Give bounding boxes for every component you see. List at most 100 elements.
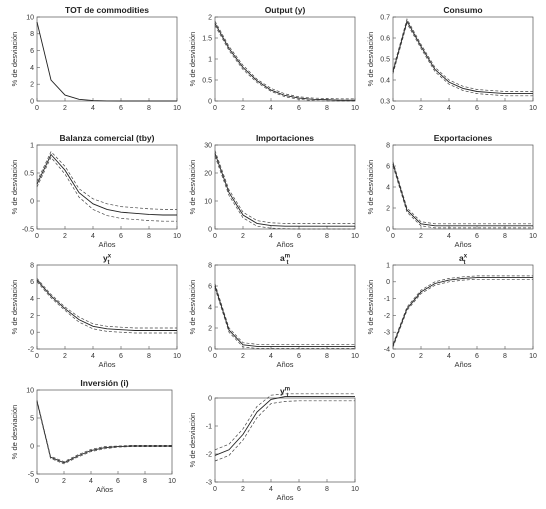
x-tick-label: 6	[119, 353, 123, 360]
y-axis-label: % de desviación	[10, 160, 19, 215]
y-tick-label: 0.7	[380, 14, 390, 21]
subplot-title: Balanza comercial (tby)	[60, 133, 155, 143]
y-tick-label: 10	[26, 14, 34, 21]
title-subscript: t	[286, 260, 288, 266]
confidence-band-line	[214, 400, 355, 462]
x-tick-label: 0	[213, 353, 217, 360]
subplot-title: yx t	[103, 253, 112, 266]
x-tick-label: 6	[297, 486, 301, 493]
x-tick-label: 0	[213, 486, 217, 493]
confidence-band-line	[36, 278, 177, 329]
y-tick-label: 0	[208, 98, 212, 105]
subplot-title: Output (y)	[265, 5, 306, 15]
y-tick-label: 4	[386, 184, 390, 191]
x-axis-label: Años	[276, 240, 293, 249]
confidence-band-line	[392, 18, 533, 92]
x-tick-label: 8	[503, 353, 507, 360]
impulse-response-line	[36, 153, 177, 216]
x-tick-label: 2	[241, 353, 245, 360]
title-text: y	[103, 253, 108, 263]
x-tick-label: 4	[91, 353, 95, 360]
x-tick-label: 2	[63, 105, 67, 112]
y-tick-label: 8	[30, 262, 34, 269]
confidence-band-line	[214, 393, 355, 451]
confidence-band-line	[36, 402, 172, 465]
impulse-response-line	[392, 277, 533, 346]
title-text: a	[459, 253, 464, 263]
axes-frame	[214, 144, 356, 230]
y-tick-label: -2	[206, 451, 212, 458]
x-axis-label: Años	[98, 240, 115, 249]
x-axis-label: Años	[454, 240, 471, 249]
y-tick-label: 5	[30, 415, 34, 422]
confidence-band-line	[392, 278, 533, 348]
y-axis-label: % de desviación	[366, 280, 375, 335]
subplot-2: Output (y) 0 0.5 1 1.5 2 0 2 4 6 8 10 % de desviació…	[188, 5, 359, 112]
x-tick-label: 0	[391, 233, 395, 240]
x-tick-label: 6	[119, 233, 123, 240]
x-tick-label: 8	[147, 353, 151, 360]
confidence-band-line	[214, 150, 355, 224]
y-tick-label: 1	[30, 142, 34, 149]
x-tick-label: 4	[447, 353, 451, 360]
x-tick-label: 2	[241, 105, 245, 112]
subplot-5: Importaciones 0 10 20 30 0 2 4 6 8 10 % de desviaci…	[188, 133, 359, 249]
subplot-title: Consumo	[443, 5, 482, 15]
y-tick-label: 1	[208, 56, 212, 63]
title-text: a	[280, 253, 285, 263]
y-axis-label: % de desviación	[10, 405, 19, 460]
x-tick-label: 10	[351, 233, 359, 240]
subplot-title: TOT de commodities	[65, 5, 149, 15]
subplot-8: am t 0 2 4 6 8 0 2 4 6 8 10 % de desviación Años	[188, 253, 359, 369]
axes-frame	[392, 16, 534, 102]
subplot-title: am t	[280, 253, 290, 266]
confidence-band-line	[36, 156, 177, 222]
subplot-11: ym t -3 -2 -1 0 0 2 4 6 8 10 % de desviación Años	[188, 386, 359, 502]
x-tick-label: 2	[241, 486, 245, 493]
x-tick-label: 10	[351, 353, 359, 360]
y-tick-label: 2	[208, 14, 212, 21]
x-tick-label: 10	[529, 105, 537, 112]
title-text: Output (y)	[265, 5, 306, 15]
y-axis-label: % de desviación	[366, 160, 375, 215]
title-text: Exportaciones	[434, 133, 493, 143]
y-tick-label: 0.5	[24, 170, 34, 177]
y-tick-label: 6	[208, 283, 212, 290]
impulse-response-line	[36, 401, 172, 464]
axes-frame	[36, 16, 178, 102]
y-tick-label: -3	[384, 330, 390, 337]
x-tick-label: 0	[35, 353, 39, 360]
x-tick-label: 2	[62, 478, 66, 485]
y-tick-label: 2	[386, 205, 390, 212]
confidence-band-line	[392, 165, 533, 229]
title-text: y	[280, 386, 285, 396]
confidence-band-line	[36, 151, 177, 210]
y-tick-label: 2	[30, 82, 34, 89]
impulse-response-line	[392, 20, 533, 95]
y-tick-label: 10	[204, 198, 212, 205]
subplot-title: Exportaciones	[434, 133, 493, 143]
subplot-3: Consumo 0.3 0.4 0.5 0.6 0.7 0 2 4 6 8 10 % de desvia…	[366, 5, 537, 112]
y-tick-label: 1.5	[202, 35, 212, 42]
x-tick-label: 2	[419, 353, 423, 360]
y-tick-label: 2	[30, 313, 34, 320]
impulse-response-line	[214, 153, 355, 227]
x-tick-label: 10	[529, 233, 537, 240]
y-tick-label: 4	[30, 65, 34, 72]
x-tick-label: 4	[91, 105, 95, 112]
x-tick-label: 10	[351, 486, 359, 493]
y-axis-label: % de desviación	[10, 280, 19, 335]
axes-frame	[36, 144, 178, 230]
x-tick-label: 4	[89, 478, 93, 485]
x-tick-label: 10	[173, 353, 181, 360]
impulse-response-line	[214, 23, 355, 101]
title-text: Importaciones	[256, 133, 314, 143]
x-tick-label: 4	[269, 105, 273, 112]
x-tick-label: 10	[351, 105, 359, 112]
x-tick-label: 8	[325, 353, 329, 360]
x-tick-label: 2	[63, 233, 67, 240]
y-tick-label: -2	[384, 313, 390, 320]
title-superscript: x	[108, 254, 112, 260]
confidence-band-line	[214, 283, 355, 345]
